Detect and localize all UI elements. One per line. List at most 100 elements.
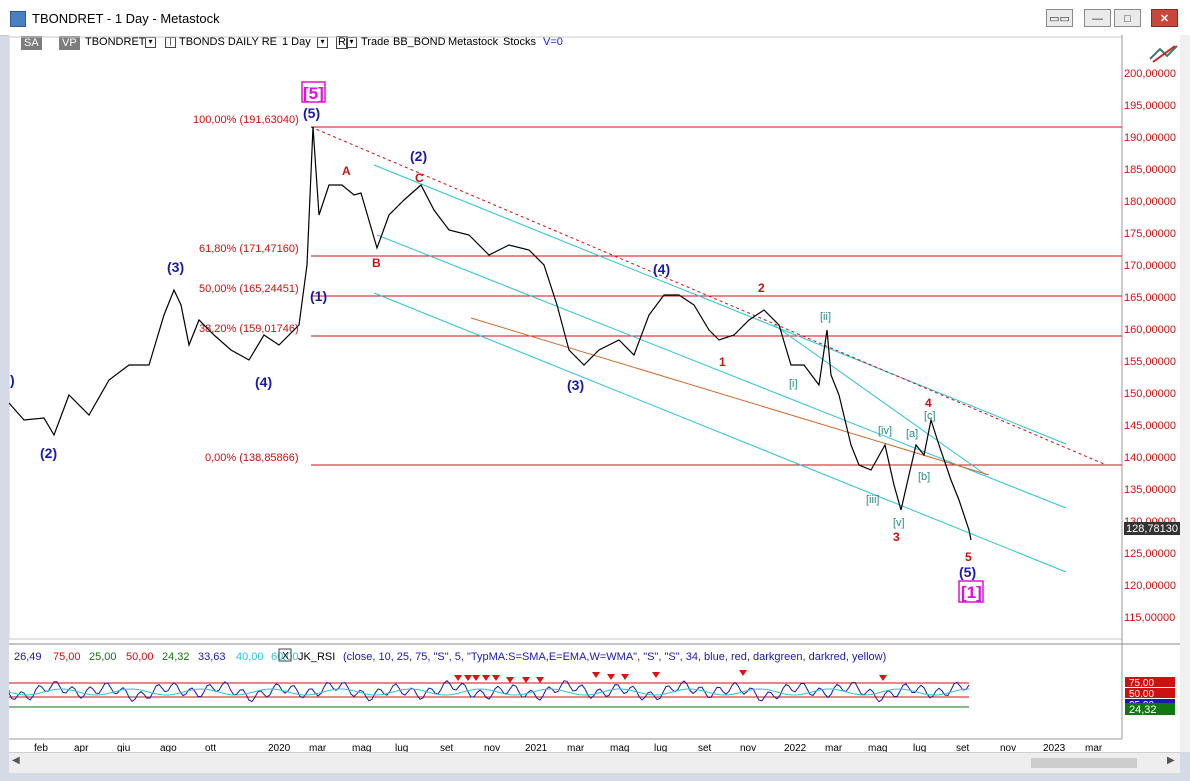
wave-label-2-left: (2) — [40, 445, 57, 461]
symbol-label: TBONDRET — [85, 36, 146, 48]
minimize-button[interactable]: — — [1084, 9, 1111, 27]
wave-label-3: (3) — [567, 377, 584, 393]
price-tick: 180,00000 — [1124, 196, 1176, 208]
price-series-line — [9, 126, 972, 541]
ind-value-8: 60,00 — [271, 651, 299, 663]
channel-short-line[interactable] — [773, 324, 987, 476]
wave-1-pink-box — [958, 580, 984, 603]
time-tick: lug — [395, 743, 408, 752]
fib-label-50: 50,00% (165,24451) — [199, 283, 299, 295]
price-tick: 150,00000 — [1124, 388, 1176, 400]
wave-label-5-end: (5) — [959, 564, 976, 580]
time-tick: mag — [610, 743, 629, 752]
price-tick: 145,00000 — [1124, 420, 1176, 432]
restore-windows-button[interactable]: ▭▭ — [1046, 9, 1073, 27]
wave-label-1-pink: [1] — [961, 583, 982, 602]
signal-arrow — [492, 675, 500, 681]
app-icon — [10, 11, 26, 27]
ind-value-3: 25,00 — [89, 651, 117, 663]
price-tick: 125,00000 — [1124, 548, 1176, 560]
wave-label-C: C — [415, 171, 424, 185]
trend-channels — [373, 164, 1067, 573]
rsi-ma-line — [9, 688, 970, 696]
chart-area[interactable]: SA VP TBONDRET ▾ | TBONDS DAILY RE 1 Day… — [9, 35, 1180, 752]
rsi-axis-badge-75 — [1125, 677, 1175, 687]
price-chart[interactable]: 200,00000 195,00000 190,00000 185,00000 … — [9, 35, 1180, 752]
price-tick: 155,00000 — [1124, 356, 1176, 368]
wave-label-iv: [iv] — [878, 425, 892, 437]
wave-label-3-left: (3) — [167, 259, 184, 275]
wave-label-i: [i] — [789, 378, 798, 390]
time-tick: 2021 — [525, 743, 548, 752]
signal-arrow — [506, 677, 514, 683]
ind-value-1: 26,49 — [14, 651, 42, 663]
close-button[interactable]: ✕ — [1151, 9, 1178, 27]
channel-upper-line[interactable] — [373, 164, 1067, 445]
time-tick: mar — [309, 743, 327, 752]
wave-label-r3: 3 — [893, 530, 900, 544]
scroll-thumb[interactable] — [1031, 758, 1137, 768]
price-tick: 195,00000 — [1124, 100, 1176, 112]
wave-label-iii: [iii] — [866, 494, 879, 506]
time-tick: mar — [567, 743, 585, 752]
scroll-right-icon[interactable]: ▶ — [1167, 755, 1175, 766]
signal-arrow — [464, 675, 472, 681]
orange-trend-line[interactable] — [470, 317, 990, 476]
stocks-label: Stocks — [503, 36, 537, 48]
wave-label-v: [v] — [893, 517, 905, 529]
wave-5-pink-box — [301, 81, 326, 103]
wave-label-5-pink: [5] — [303, 84, 324, 103]
price-tick: 115,00000 — [1124, 612, 1175, 624]
wave-label-B: B — [372, 256, 381, 270]
signal-arrow — [652, 672, 660, 678]
time-tick: nov — [740, 743, 756, 752]
wave-label-4: (4) — [653, 261, 670, 277]
indicator-close-box[interactable] — [278, 648, 292, 662]
wave-label-ii: [ii] — [820, 311, 831, 323]
vp-button[interactable]: VP — [59, 36, 80, 50]
v-value: V=0 — [543, 36, 563, 48]
rsi-last-value: 24,32 — [1129, 704, 1157, 716]
time-tick: mag — [352, 743, 371, 752]
time-tick: set — [440, 743, 454, 752]
price-tick: 165,00000 — [1124, 292, 1176, 304]
drawing-tool-icon[interactable] — [1149, 45, 1178, 63]
signal-arrow — [879, 675, 887, 681]
maximize-button[interactable]: □ — [1114, 9, 1141, 27]
indicator-params: (close, 10, 25, 75, "S", 5, "TypMA:S=SMA… — [343, 651, 886, 663]
channel-mid-line[interactable] — [376, 234, 1067, 509]
signal-arrow — [522, 677, 530, 683]
time-tick: lug — [913, 743, 926, 752]
time-tick: lug — [654, 743, 667, 752]
time-tick: apr — [74, 743, 89, 752]
scroll-left-icon[interactable]: ◀ — [12, 755, 20, 766]
fib-label-382: 38,20% (159,01746) — [199, 323, 299, 335]
signal-arrow — [739, 670, 747, 676]
time-tick: nov — [484, 743, 500, 752]
wave-label-4-left: (4) — [255, 374, 272, 390]
wave-label-a: [a] — [906, 428, 918, 440]
signal-arrow — [607, 674, 615, 680]
indicator-close-icon[interactable]: X — [282, 651, 289, 662]
vertical-scrollbar[interactable] — [1180, 35, 1190, 752]
channel-lower-line[interactable] — [373, 292, 1067, 573]
ind-value-6: 33,63 — [198, 651, 226, 663]
horizontal-scrollbar[interactable]: ◀ ▶ — [9, 752, 1180, 773]
price-tick: 140,00000 — [1124, 452, 1176, 464]
price-tick: 135,00000 — [1124, 484, 1176, 496]
signal-arrow — [454, 675, 462, 681]
rsi-axis-50: 50,00 — [1129, 689, 1154, 700]
fib-levels — [311, 126, 1122, 466]
symbol-name: TBONDS DAILY RE — [179, 36, 278, 48]
fib-label-618: 61,80% (171,47160) — [199, 243, 299, 255]
sa-button[interactable]: SA — [21, 36, 42, 50]
time-tick: 2022 — [784, 743, 807, 752]
trade-label[interactable]: Trade — [361, 36, 390, 48]
wave-label-A: A — [342, 164, 351, 178]
last-price-badge — [1124, 522, 1180, 535]
wave-label-c: [c] — [924, 410, 936, 422]
wave-label-5-blue: (5) — [303, 105, 320, 121]
price-tick: 190,00000 — [1124, 132, 1176, 144]
price-tick: 160,00000 — [1124, 324, 1176, 336]
period-label[interactable]: 1 Day — [282, 36, 311, 48]
